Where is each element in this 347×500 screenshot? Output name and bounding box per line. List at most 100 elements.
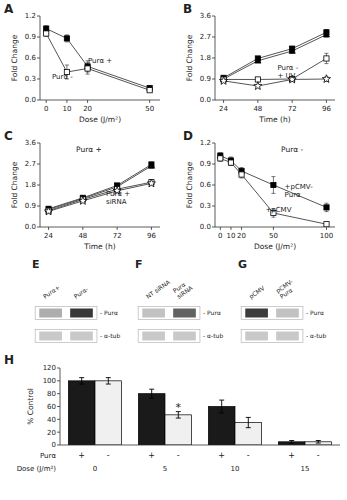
x-tick-label: 72 (113, 232, 122, 240)
y-tick (37, 37, 40, 38)
text-line: 3.6 (200, 12, 212, 20)
plot-area (68, 378, 331, 445)
text-line: C (4, 129, 13, 143)
text-line: Purα (285, 191, 301, 199)
blot-panel: EPurα+Purα-- Purα- α-tub (32, 258, 120, 343)
data-point (239, 172, 244, 177)
annotation: Purα -+ UV (277, 64, 298, 80)
column-label: Purα- (72, 285, 89, 300)
figure: 0 10 20 50 Dose (J/m²) 0.0 0.3 0.6 0.9 1.2 Fold Ch… (0, 0, 347, 500)
x-tick (223, 100, 224, 103)
text-line: G (238, 258, 247, 271)
error-bar (219, 400, 224, 413)
x-axis-label: Dose (J/m²) (17, 465, 57, 473)
text-line: 72 (113, 232, 122, 240)
blot-frame (241, 307, 303, 320)
y-axis-label: % Control (26, 388, 35, 425)
x-tick (82, 227, 83, 230)
text-line: - α-tub (100, 332, 120, 339)
text-line: 50 (269, 232, 278, 240)
text-line: Purα (40, 452, 56, 460)
error-bar (229, 160, 233, 166)
y-tick (212, 100, 215, 101)
row-label: Purα (40, 452, 56, 460)
subtitle: Purα - (281, 145, 304, 154)
text-line: 0.0 (200, 223, 211, 231)
x-tick-label: 0 (44, 105, 48, 113)
error-bar (106, 378, 111, 384)
x-axis (40, 100, 160, 101)
x-tick (292, 100, 293, 103)
y-tick-label: 0.6 (200, 181, 212, 189)
text-line: 24 (219, 105, 228, 113)
row-label: - Purα (100, 309, 118, 316)
series-line (49, 183, 152, 211)
text-line: 0.0 (25, 223, 36, 231)
band (142, 309, 165, 318)
text-line: 0.6 (200, 181, 212, 189)
y-tick-label: 0.9 (200, 75, 211, 83)
data-point (44, 31, 49, 36)
band (276, 309, 299, 318)
text-line: * (176, 401, 182, 414)
error-bar (149, 389, 154, 398)
text-line: siRNA (106, 198, 127, 206)
text-line: D (183, 129, 193, 143)
y-tick (212, 185, 215, 186)
blot-frame (138, 330, 200, 343)
panel: 0102050Dose (J/m²)0.00.30.60.91.2Fold Ch… (4, 2, 160, 124)
y-tick-label: 0.9 (25, 202, 36, 210)
text-line: 0.9 (25, 33, 36, 41)
y-tick (37, 206, 40, 207)
y-tick (57, 406, 60, 407)
x-tick-label: 0 (218, 232, 222, 240)
y-tick (37, 100, 40, 101)
x-axis-label: Time (h) (83, 242, 115, 251)
y-tick-label: 2.7 (200, 33, 211, 41)
series-line (224, 35, 327, 79)
band (173, 309, 196, 318)
x-tick (241, 227, 242, 230)
data-point (44, 26, 49, 31)
data-point (148, 162, 154, 168)
text-line: 0 (52, 441, 56, 449)
error-bar (65, 35, 69, 42)
x-tick-label: 96 (147, 232, 156, 240)
text-line: 10 (231, 465, 240, 473)
text-line: 0.6 (25, 54, 37, 62)
bar (68, 381, 95, 445)
data-point (324, 56, 329, 61)
text-line: 0.3 (25, 75, 36, 83)
error-bar (325, 203, 329, 211)
x-axis-label: Dose (J/m²) (79, 115, 121, 124)
data-point (64, 36, 69, 41)
row-label: - α-tub (203, 332, 223, 339)
text-line: + (148, 451, 155, 460)
text-line: 0.0 (200, 96, 211, 104)
series-line (224, 58, 327, 79)
y-tick-label: 3.6 (25, 139, 37, 147)
x-tick (117, 227, 118, 230)
column-label: NT siRNA (144, 278, 171, 300)
y-tick (37, 164, 40, 165)
y-tick-label: 20 (47, 429, 56, 437)
y-tick-label: 0.6 (25, 54, 37, 62)
y-tick (212, 164, 215, 165)
panel-title: D (183, 129, 193, 143)
text-line: Purα- (72, 285, 89, 300)
text-line: + UV (277, 72, 295, 80)
row-label: - Purα (203, 309, 221, 316)
text-line: +pCMV- (285, 183, 314, 191)
x-tick (257, 100, 258, 103)
annotation: Purα - (52, 73, 73, 81)
y-tick (57, 393, 60, 394)
x-tick (48, 227, 49, 230)
text-line: 1.2 (200, 139, 211, 147)
series-line (220, 156, 326, 208)
text-line: H (4, 353, 14, 367)
blot-frame (241, 330, 303, 343)
y-axis-label: Fold Change (185, 34, 194, 81)
plot-area (44, 162, 155, 215)
panel: 0102050100Dose (J/m²)0.00.30.60.91.2Fold… (183, 129, 335, 251)
text-line: Purα (278, 286, 293, 300)
